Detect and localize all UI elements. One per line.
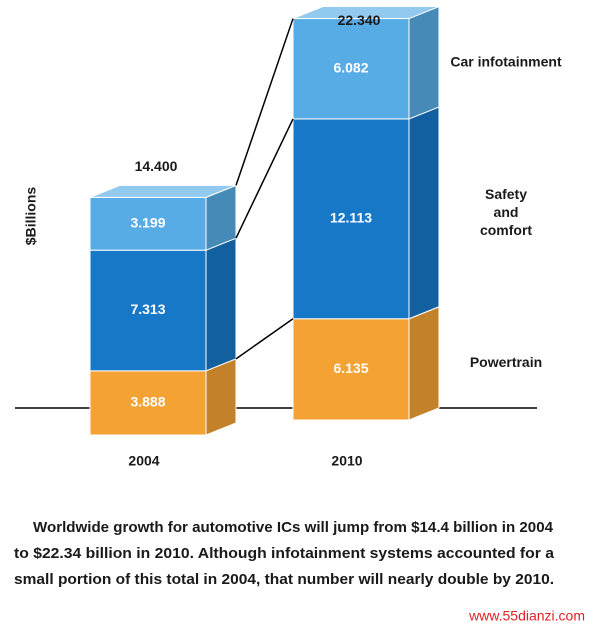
- caption: Worldwide growth for automotive ICs will…: [33, 519, 554, 536]
- x-tick-label: 2004: [128, 453, 159, 469]
- value-label: 3.199: [130, 214, 165, 230]
- bar-side: [205, 358, 237, 436]
- bar-side: [408, 106, 440, 320]
- bar-segment: [89, 370, 207, 436]
- connector: [235, 18, 294, 186]
- value-label: 6.082: [333, 59, 368, 75]
- x-tick-label: 2010: [331, 453, 362, 469]
- bar-side: [205, 237, 237, 372]
- value-label: 3.888: [130, 394, 165, 410]
- bar-segment: [89, 249, 207, 372]
- bar-segment: [292, 18, 410, 120]
- watermark: www.55dianzi.com: [468, 608, 585, 624]
- bar-side: [408, 5, 440, 120]
- caption: small portion of this total in 2004, tha…: [14, 571, 554, 588]
- value-label: 7.313: [130, 301, 165, 317]
- bar-segment: [292, 118, 410, 320]
- caption: to $22.34 billion in 2010. Although info…: [14, 545, 555, 562]
- value-label: 12.113: [330, 210, 372, 226]
- bar-side: [408, 306, 440, 421]
- legend-label: Powertrain: [470, 354, 542, 370]
- connector: [235, 318, 294, 360]
- value-label: 6.135: [333, 360, 368, 376]
- connector: [235, 118, 294, 239]
- legend-label: Car infotainment: [450, 53, 562, 69]
- bar-top: [292, 6, 440, 20]
- total-label: 14.400: [135, 158, 178, 174]
- legend-label: Safety and comfort: [480, 186, 532, 238]
- total-label: 22.340: [338, 12, 381, 28]
- y-axis-label: $Billions: [23, 187, 39, 246]
